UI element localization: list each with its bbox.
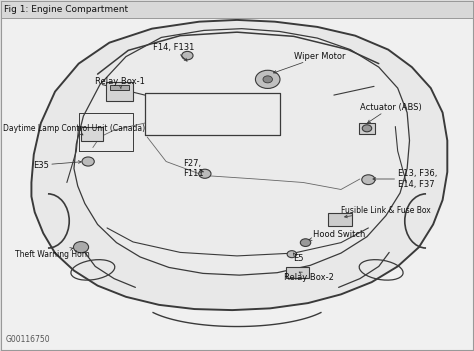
Text: Relay Box-1: Relay Box-1 bbox=[95, 77, 145, 89]
Text: Wiper Motor: Wiper Motor bbox=[273, 52, 345, 73]
FancyBboxPatch shape bbox=[0, 1, 474, 18]
Text: G00116750: G00116750 bbox=[5, 335, 50, 344]
Bar bbox=[106, 82, 134, 101]
Circle shape bbox=[263, 76, 273, 83]
Polygon shape bbox=[31, 20, 447, 310]
Text: F14, F131: F14, F131 bbox=[153, 44, 194, 61]
Circle shape bbox=[362, 125, 372, 132]
Text: Fusible Link & Fuse Box: Fusible Link & Fuse Box bbox=[341, 206, 431, 218]
Text: Theft Warning Horn: Theft Warning Horn bbox=[15, 247, 90, 259]
Circle shape bbox=[362, 175, 375, 185]
Circle shape bbox=[255, 70, 280, 88]
Bar bbox=[110, 85, 129, 90]
Text: Relay Box-2: Relay Box-2 bbox=[284, 272, 334, 282]
Circle shape bbox=[199, 169, 211, 178]
Text: E5: E5 bbox=[293, 253, 303, 263]
Polygon shape bbox=[74, 29, 410, 275]
Circle shape bbox=[73, 241, 89, 253]
Text: Actuator (ABS): Actuator (ABS) bbox=[360, 103, 422, 123]
Circle shape bbox=[301, 239, 311, 246]
Bar bbox=[81, 127, 103, 141]
Text: F27,
F111: F27, F111 bbox=[182, 159, 204, 178]
Circle shape bbox=[182, 51, 193, 60]
Bar bbox=[359, 123, 375, 134]
Bar bbox=[286, 267, 309, 278]
Text: Fig 1: Engine Compartment: Fig 1: Engine Compartment bbox=[4, 5, 128, 14]
Circle shape bbox=[287, 251, 297, 258]
Text: Daytime Lamp Control Unit (Canada): Daytime Lamp Control Unit (Canada) bbox=[3, 124, 145, 135]
Text: Hood Switch: Hood Switch bbox=[309, 231, 365, 240]
Bar bbox=[328, 213, 352, 226]
Circle shape bbox=[82, 157, 94, 166]
Text: E35: E35 bbox=[33, 160, 81, 170]
Text: E13, F36,
E14, F37: E13, F36, E14, F37 bbox=[373, 169, 437, 189]
